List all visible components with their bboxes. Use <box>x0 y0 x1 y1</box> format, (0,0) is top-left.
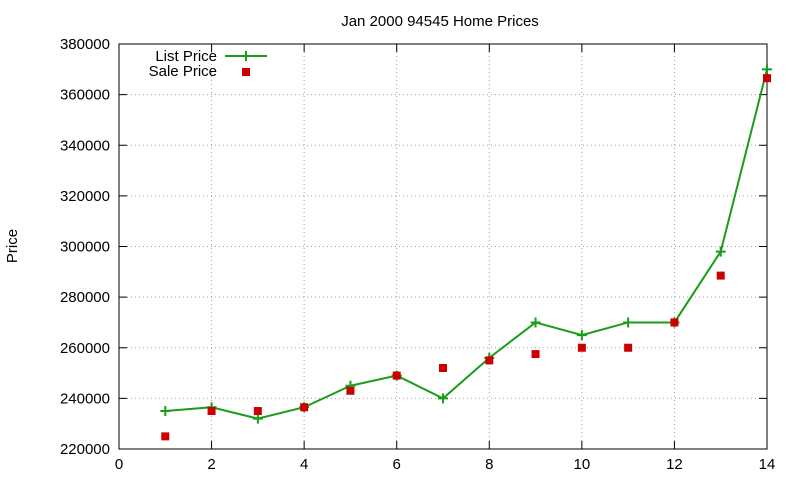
list-price-point <box>530 317 541 328</box>
sale-price-point <box>670 318 679 327</box>
grid-lines <box>119 44 767 449</box>
sale-price-point <box>485 356 494 365</box>
sale-price-point <box>207 407 216 416</box>
y-axis-label: Price <box>4 229 21 263</box>
axis-ticks: 220000 240000 260000 280000 300000 320000 3400… <box>60 36 775 473</box>
y-tick-label: 380000 <box>60 36 110 53</box>
list-price-point <box>762 64 772 75</box>
list-price-point <box>623 317 634 328</box>
sale-price-point <box>577 343 586 352</box>
x-tick-label: 14 <box>759 456 776 473</box>
legend-label-list-price: List Price <box>155 48 217 65</box>
legend-marker-sale-price <box>242 68 250 76</box>
x-tick-label: 10 <box>574 456 591 473</box>
sale-price-point <box>253 407 262 416</box>
x-tick-label: 4 <box>300 456 308 473</box>
list-price-point <box>576 330 587 341</box>
x-tick-label: 12 <box>666 456 683 473</box>
legend-marker-list-price <box>241 51 251 61</box>
x-tick-label: 0 <box>115 456 123 473</box>
list-price-point <box>715 246 726 257</box>
y-tick-label: 220000 <box>60 441 110 458</box>
y-tick-label: 300000 <box>60 239 110 256</box>
sale-price-point <box>624 343 633 352</box>
legend: List Price Sale Price <box>149 48 267 80</box>
legend-label-sale-price: Sale Price <box>149 63 217 80</box>
chart-title: Jan 2000 94545 Home Prices <box>341 13 539 30</box>
list-price-point <box>160 406 171 417</box>
y-tick-label: 240000 <box>60 390 110 407</box>
sale-price-point <box>300 403 309 412</box>
series-layer <box>160 64 772 441</box>
list-price-point <box>252 413 263 424</box>
sale-price-point <box>763 74 771 83</box>
y-tick-label: 340000 <box>60 137 110 154</box>
sale-price-point <box>439 364 447 372</box>
y-tick-label: 280000 <box>60 289 110 306</box>
x-tick-label: 8 <box>485 456 493 473</box>
y-tick-label: 320000 <box>60 188 110 205</box>
y-tick-label: 260000 <box>60 340 110 357</box>
sale-price-point <box>161 432 170 441</box>
list-price-point <box>438 393 448 404</box>
sale-price-point <box>716 271 725 280</box>
x-tick-label: 2 <box>207 456 215 473</box>
x-tick-label: 6 <box>393 456 401 473</box>
sale-price-point <box>531 350 540 359</box>
sale-price-point <box>346 386 355 395</box>
sale-price-point <box>392 371 401 380</box>
y-tick-label: 360000 <box>60 87 110 104</box>
series-line-list-price <box>165 69 768 420</box>
